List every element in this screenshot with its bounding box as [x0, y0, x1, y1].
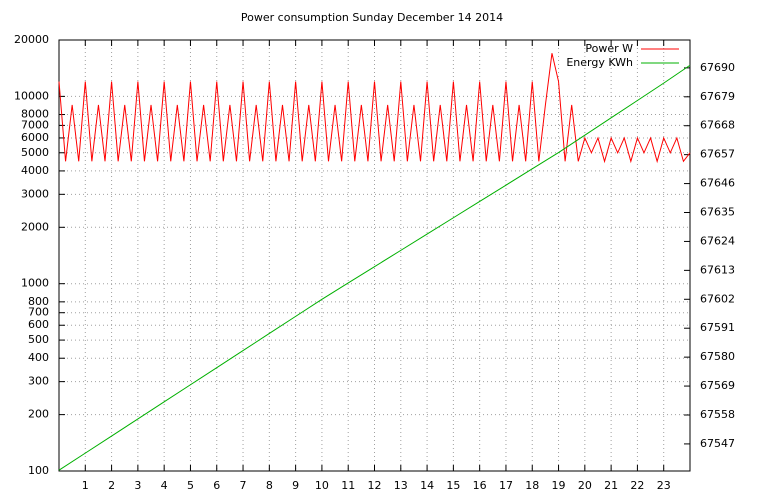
x-tick-label: 10 [315, 479, 329, 492]
y-tick-label: 100 [28, 464, 49, 477]
y-tick-label: 4000 [21, 164, 49, 177]
x-tick-label: 4 [161, 479, 168, 492]
y-tick-label: 700 [28, 306, 49, 319]
y2-tick-label: 67558 [700, 408, 735, 421]
y2-tick-label: 67668 [700, 119, 735, 132]
x-tick-label: 9 [292, 479, 299, 492]
y2-tick-label: 67646 [700, 177, 735, 190]
y2-tick-label: 67657 [700, 148, 735, 161]
y-tick-label: 2000 [21, 220, 49, 233]
legend-label: Energy KWh [566, 56, 633, 69]
y-tick-label: 5000 [21, 146, 49, 159]
x-tick-label: 19 [552, 479, 566, 492]
y-tick-label: 800 [28, 295, 49, 308]
x-tick-label: 6 [213, 479, 220, 492]
y2-tick-label: 67591 [700, 321, 735, 334]
x-tick-label: 1 [82, 479, 89, 492]
y-tick-label: 20000 [14, 33, 49, 46]
legend-label: Power W [585, 42, 633, 55]
x-tick-label: 14 [420, 479, 434, 492]
x-tick-label: 18 [525, 479, 539, 492]
y2-tick-label: 67679 [700, 90, 735, 103]
x-tick-label: 21 [604, 479, 618, 492]
y2-tick-label: 67602 [700, 292, 735, 305]
y2-tick-label: 67569 [700, 379, 735, 392]
series-line [58, 64, 691, 471]
x-tick-label: 5 [187, 479, 194, 492]
y2-tick-label: 67690 [700, 61, 735, 74]
y-tick-label: 1000 [21, 277, 49, 290]
y2-tick-label: 67547 [700, 437, 735, 450]
x-tick-label: 11 [341, 479, 355, 492]
x-tick-label: 22 [630, 479, 644, 492]
x-tick-label: 17 [499, 479, 513, 492]
plot-frame [58, 39, 691, 472]
x-tick-label: 16 [473, 479, 487, 492]
series-line [58, 53, 691, 164]
y2-tick-label: 67624 [700, 234, 735, 247]
y2-tick-label: 67580 [700, 350, 735, 363]
y-tick-label: 300 [28, 375, 49, 388]
y-tick-label: 10000 [14, 89, 49, 102]
x-tick-label: 23 [657, 479, 671, 492]
x-tick-label: 15 [446, 479, 460, 492]
y-tick-label: 200 [28, 408, 49, 421]
x-tick-label: 7 [240, 479, 247, 492]
y2-tick-label: 67613 [700, 263, 735, 276]
y-tick-label: 600 [28, 318, 49, 331]
y-tick-label: 3000 [21, 187, 49, 200]
y-tick-label: 400 [28, 351, 49, 364]
chart-title: Power consumption Sunday December 14 201… [241, 11, 503, 24]
x-tick-label: 3 [134, 479, 141, 492]
y-tick-label: 7000 [21, 118, 49, 131]
x-tick-label: 13 [394, 479, 408, 492]
x-tick-label: 12 [368, 479, 382, 492]
x-tick-label: 8 [266, 479, 273, 492]
y-tick-label: 8000 [21, 108, 49, 121]
y-tick-label: 500 [28, 333, 49, 346]
y-tick-label: 6000 [21, 131, 49, 144]
x-tick-label: 20 [578, 479, 592, 492]
x-tick-label: 2 [108, 479, 115, 492]
y2-tick-label: 67635 [700, 206, 735, 219]
